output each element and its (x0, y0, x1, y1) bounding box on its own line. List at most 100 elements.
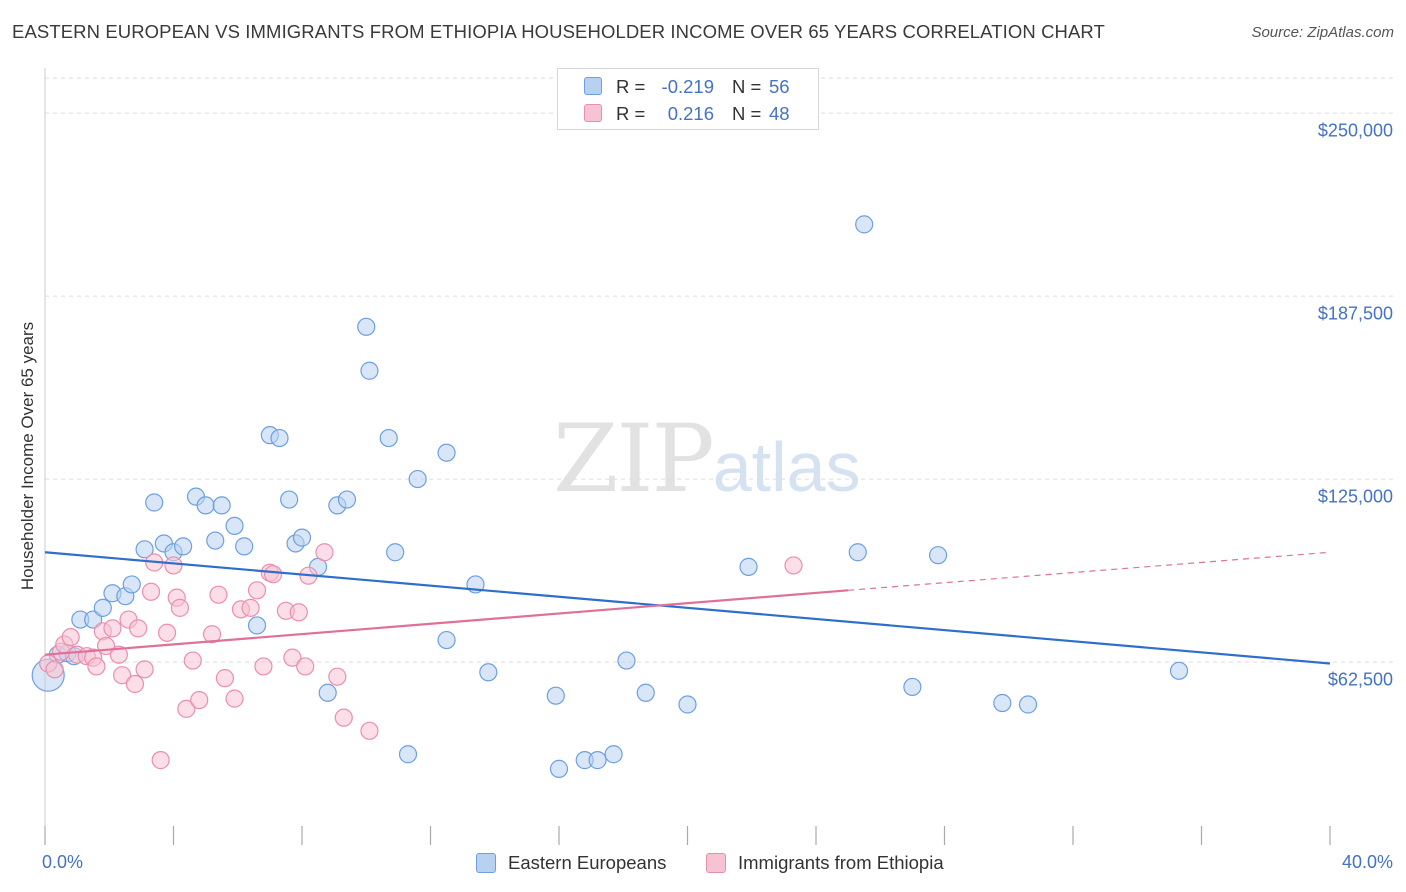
x-tick-label-max: 40.0% (1341, 852, 1393, 872)
eastern-european-point (247, 616, 267, 635)
ethiopia-point (283, 648, 302, 667)
bottom-legend-swatch-ethiopia (706, 853, 726, 873)
eastern-european-point (270, 428, 289, 448)
eastern-european-point (398, 745, 418, 764)
ethiopia-point (141, 582, 161, 601)
y-tick-label: $62,500 (1327, 669, 1393, 690)
ethiopia-point (164, 556, 183, 575)
ethiopia-point (109, 645, 128, 664)
legend-n-value: 56 (769, 76, 790, 97)
eastern-european-point (196, 496, 215, 515)
eastern-european-point (903, 677, 922, 697)
legend-r-value: 0.216 (662, 103, 714, 124)
source-label: Source: ZipAtlas.com (1251, 24, 1394, 41)
eastern-european-point (604, 745, 623, 764)
eastern-european-point (855, 215, 874, 234)
eastern-european-point (280, 490, 299, 509)
eastern-european-point (84, 610, 103, 629)
eastern-european-point (437, 443, 456, 462)
eastern-european-point (212, 496, 231, 515)
eastern-european-point (379, 428, 398, 448)
ethiopia-point (87, 657, 106, 676)
y-axis-label: Householder Income Over 65 years (18, 321, 37, 591)
y-tick-label: $250,000 (1317, 120, 1393, 141)
eastern-european-point (546, 686, 565, 705)
y-tick-label: $187,500 (1317, 303, 1393, 324)
eastern-european-point (1018, 695, 1038, 714)
ethiopia-point (263, 565, 283, 584)
eastern-european-point (993, 693, 1012, 713)
ethiopia-point (315, 543, 334, 562)
bottom-legend-label: Eastern Europeans (508, 852, 667, 873)
ethiopia-point (202, 625, 222, 644)
legend-r-label: R = (616, 103, 646, 124)
ethiopia-point (103, 619, 122, 638)
eastern-european-point (337, 490, 357, 509)
ethiopia-point (177, 699, 196, 718)
eastern-european-point (206, 531, 225, 550)
bottom-legend-label: Immigrants from Ethiopia (738, 852, 944, 873)
eastern-european-point (235, 537, 254, 556)
legend-swatch-eastern-europeans (584, 77, 602, 95)
eastern-european-point (739, 557, 758, 576)
legend-n-label: N = (732, 103, 762, 124)
ethiopia-point (247, 581, 267, 600)
ethiopia-point (296, 657, 315, 676)
eastern-europeans-trendline (44, 551, 1331, 665)
eastern-european-point (848, 543, 867, 562)
eastern-european-point (292, 528, 312, 547)
eastern-european-point (479, 663, 498, 682)
eastern-european-point (617, 651, 636, 670)
watermark-atlas: atlas (712, 428, 861, 506)
ethiopia-point (254, 657, 273, 676)
ethiopia-point (157, 623, 177, 642)
eastern-european-point (225, 516, 244, 536)
ethiopia-trendline (44, 589, 849, 656)
legend-swatch-ethiopia (584, 104, 602, 122)
ethiopia-point (183, 651, 202, 670)
eastern-european-point (318, 683, 337, 702)
ethiopia-point (170, 598, 190, 617)
legend-n-value: 48 (769, 103, 790, 124)
eastern-european-point (1169, 661, 1189, 680)
ethiopia-point (360, 721, 379, 740)
ethiopia-point (45, 660, 64, 679)
chart-title: EASTERN EUROPEAN VS IMMIGRANTS FROM ETHI… (12, 21, 1105, 42)
legend-r-label: R = (616, 76, 646, 97)
eastern-european-point (174, 537, 193, 556)
ethiopia-point (135, 660, 154, 679)
ethiopia-trendline-extrapolated (848, 551, 1331, 591)
x-tick-label-min: 0.0% (42, 852, 84, 872)
ethiopia-point (334, 708, 353, 727)
ethiopia-point (209, 585, 228, 604)
ethiopia-point (328, 667, 347, 686)
ethiopia-point (190, 690, 209, 710)
legend-r-value: -0.219 (661, 76, 714, 97)
eastern-european-point (408, 469, 427, 489)
eastern-european-point (678, 695, 697, 714)
ethiopia-point (61, 628, 80, 647)
eastern-european-point (145, 493, 164, 512)
watermark-zip: ZIP (553, 405, 715, 514)
ethiopia-point (784, 556, 803, 575)
eastern-european-point (386, 543, 405, 562)
eastern-european-point (360, 361, 379, 380)
eastern-european-point (357, 317, 376, 336)
eastern-european-point (93, 598, 112, 617)
eastern-european-point (437, 630, 456, 650)
watermark: ZIPatlas (553, 405, 861, 514)
ethiopia-point (129, 619, 148, 638)
eastern-european-point (636, 683, 655, 702)
ethiopia-point (241, 598, 260, 617)
correlation-legend: R = -0.219 N = 56 R = 0.216 N = 48 (557, 68, 819, 130)
legend-n-label: N = (732, 76, 762, 97)
ethiopia-point (215, 669, 234, 688)
eastern-european-point (122, 575, 141, 594)
ethiopia-point (125, 674, 145, 694)
eastern-european-point (549, 759, 569, 778)
y-tick-label: $125,000 (1317, 486, 1393, 507)
ethiopia-point (151, 751, 170, 770)
eastern-european-point (135, 540, 154, 559)
ethiopia-point (112, 666, 132, 685)
